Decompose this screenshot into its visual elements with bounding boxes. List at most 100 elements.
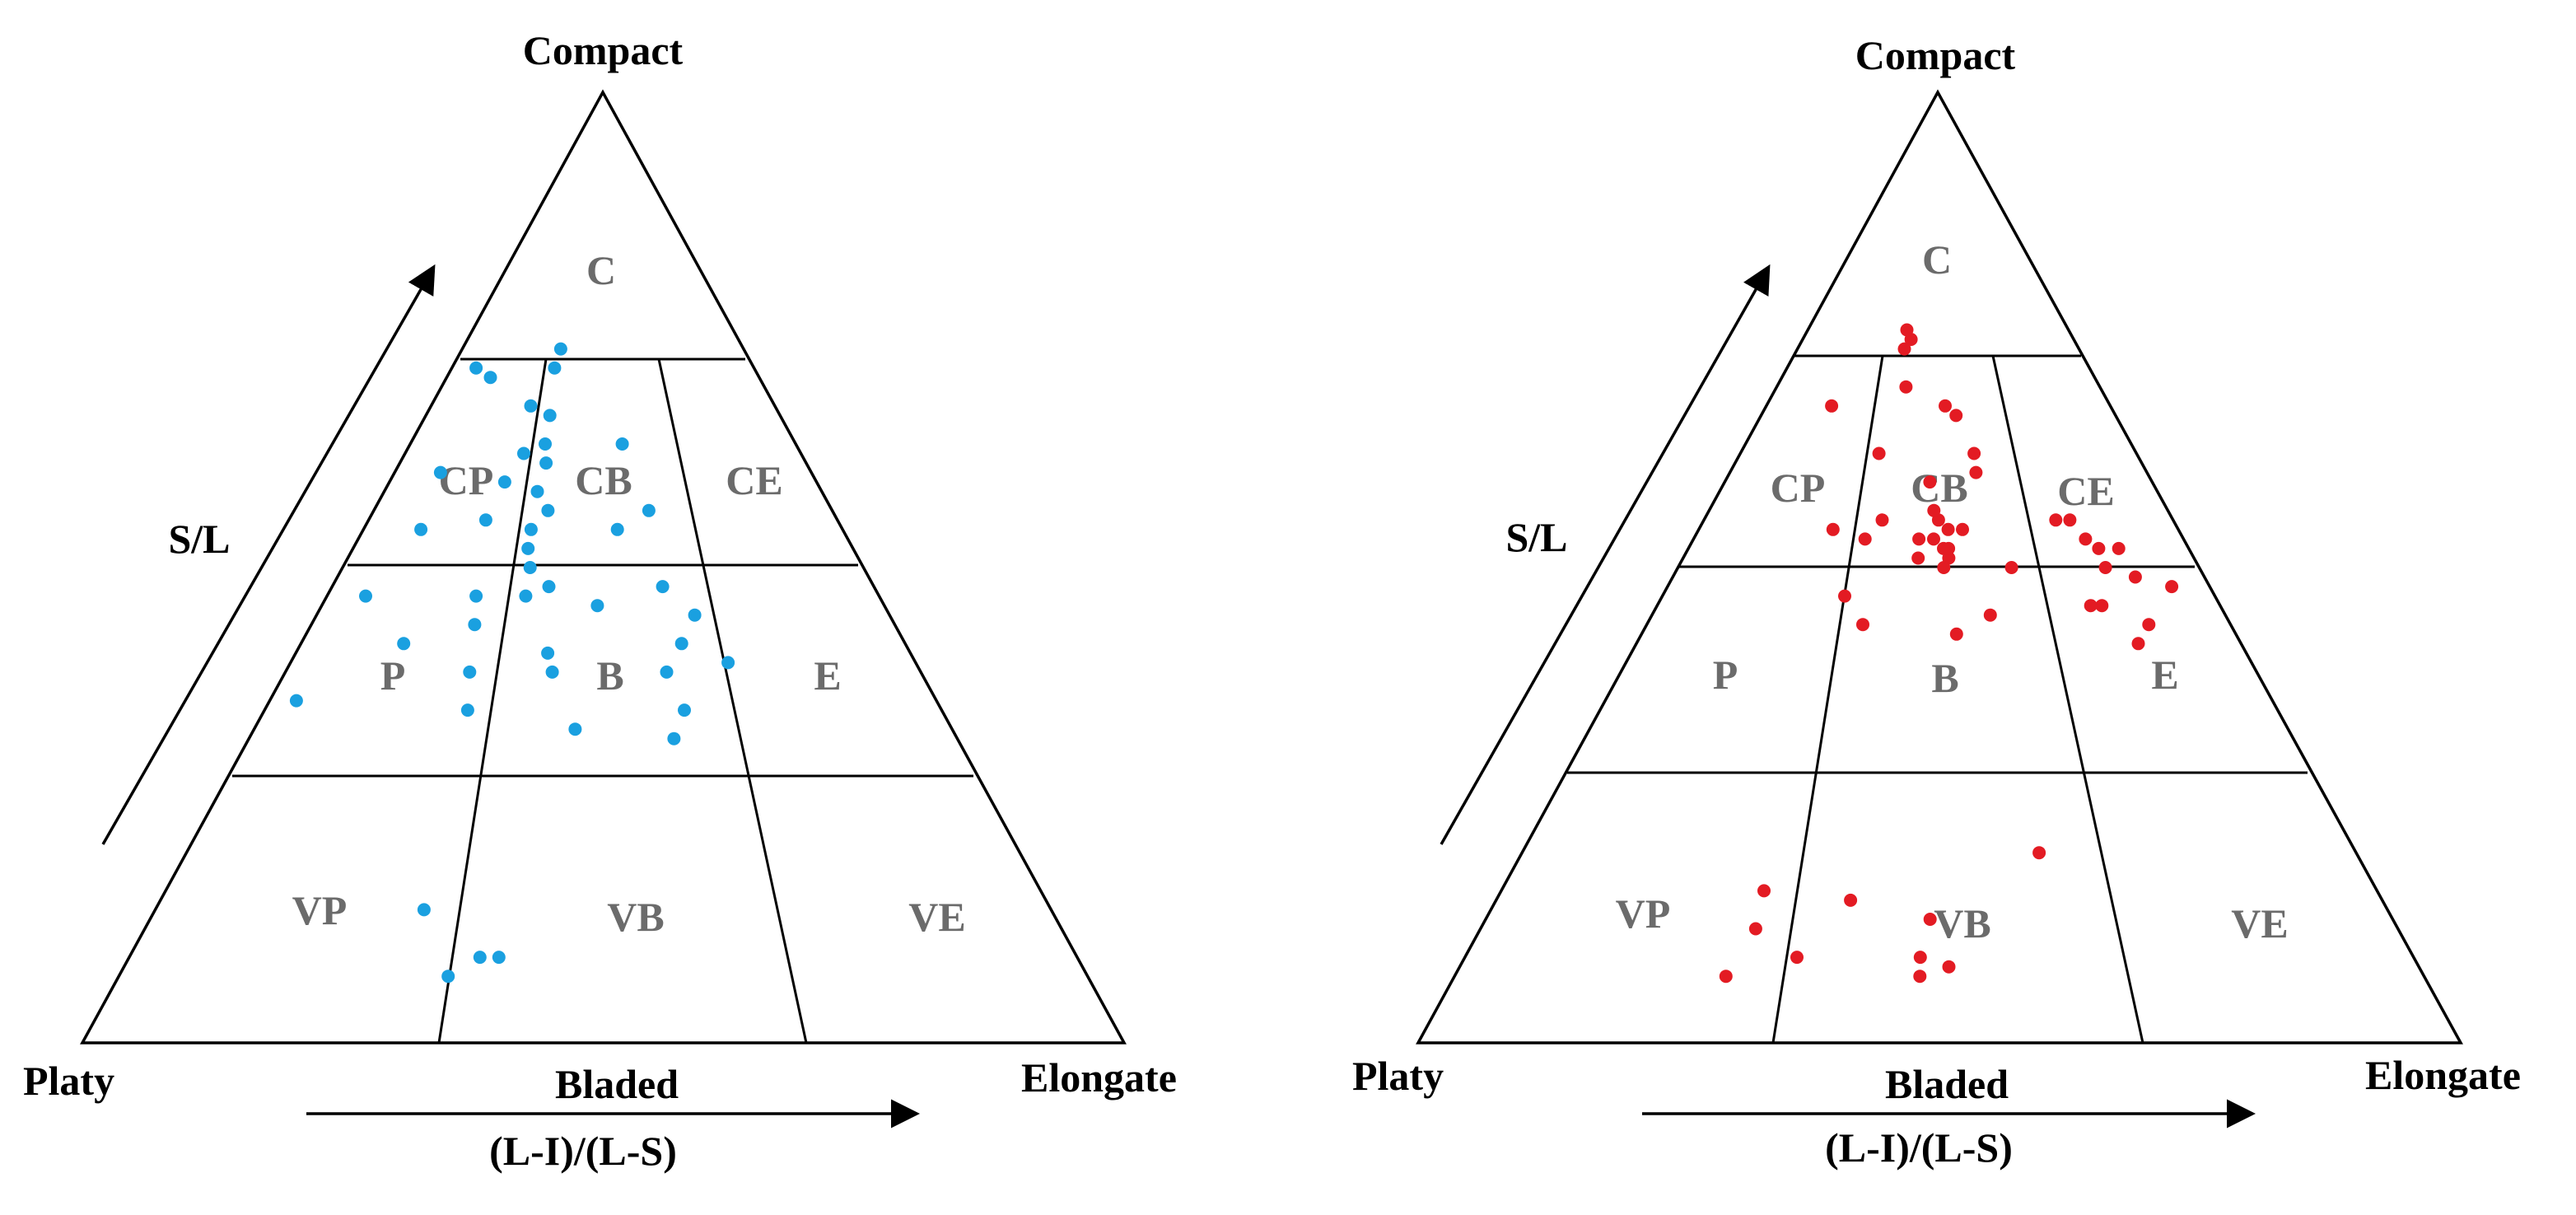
region-p: P xyxy=(380,652,406,699)
data-point xyxy=(541,503,555,517)
data-point xyxy=(674,637,688,651)
data-point xyxy=(1912,532,1926,546)
region-vp: VP xyxy=(1616,890,1671,937)
region-ve: VE xyxy=(908,894,965,940)
data-point xyxy=(2112,541,2126,555)
data-point xyxy=(2128,570,2142,584)
data-point xyxy=(541,646,555,660)
data-point xyxy=(1949,627,1963,641)
data-point xyxy=(397,637,411,651)
data-point xyxy=(548,361,562,375)
region-vb: VB xyxy=(1934,900,1990,946)
label-compact: Compact xyxy=(1855,32,2016,78)
data-point xyxy=(2098,561,2112,574)
data-point xyxy=(497,475,511,489)
region-cb: CB xyxy=(575,457,632,503)
label-elongate: Elongate xyxy=(2365,1052,2521,1098)
data-point xyxy=(1748,922,1762,936)
data-point xyxy=(1911,551,1925,565)
data-point xyxy=(469,361,483,375)
divider-left-cb xyxy=(1771,355,1884,1044)
data-point xyxy=(1939,399,1952,413)
region-p: P xyxy=(1713,652,1738,698)
data-point xyxy=(2063,513,2077,527)
data-point xyxy=(289,694,303,708)
data-point xyxy=(667,731,681,745)
label-platy: Platy xyxy=(23,1058,114,1104)
data-point xyxy=(1942,960,1956,974)
data-point xyxy=(1983,608,1997,622)
data-point xyxy=(1844,893,1858,907)
right-diagram-panel: Compact Platy Elongate Bladed (L-I)/(L-S… xyxy=(1352,32,2521,1171)
data-point xyxy=(553,342,567,356)
data-point xyxy=(660,665,674,679)
left-diagram-panel: Compact Platy Elongate Bladed (L-I)/(L-S… xyxy=(23,27,1177,1174)
data-point xyxy=(1719,970,1733,984)
data-point xyxy=(688,608,702,622)
data-point xyxy=(1949,409,1963,423)
triangle-outline xyxy=(80,89,1127,1044)
data-point xyxy=(417,903,431,917)
data-point xyxy=(2032,846,2046,860)
data-point xyxy=(2079,532,2093,546)
data-point xyxy=(1838,589,1851,603)
data-point xyxy=(1937,561,1951,574)
data-points xyxy=(1719,323,2179,984)
region-e: E xyxy=(814,652,841,699)
data-point xyxy=(1899,380,1913,394)
data-point xyxy=(1858,532,1872,546)
data-point xyxy=(1826,522,1840,536)
label-bladed: Bladed xyxy=(555,1061,679,1107)
data-point xyxy=(478,513,492,527)
data-point xyxy=(610,522,624,536)
label-bladed: Bladed xyxy=(1885,1061,2009,1107)
data-point xyxy=(1923,913,1937,926)
region-cb: CB xyxy=(1911,465,1967,511)
data-point xyxy=(1790,951,1804,965)
data-point xyxy=(545,665,559,679)
data-point xyxy=(1937,541,1950,555)
region-cp: CP xyxy=(1771,465,1826,511)
divider-left-cb xyxy=(437,358,548,1044)
data-point xyxy=(1872,446,1886,460)
label-elongate: Elongate xyxy=(1021,1054,1177,1101)
data-point xyxy=(530,484,544,498)
data-point xyxy=(521,541,535,555)
data-point xyxy=(1875,513,1889,527)
data-point xyxy=(441,970,455,984)
data-point xyxy=(460,703,474,717)
divider-right-cb xyxy=(657,358,808,1044)
data-point xyxy=(2142,618,2156,632)
region-b: B xyxy=(1931,655,1958,701)
divider-right-cb xyxy=(1991,355,2144,1044)
data-point xyxy=(1941,522,1955,536)
region-vb: VB xyxy=(607,894,664,940)
data-point xyxy=(1927,503,1941,517)
data-point xyxy=(2084,599,2098,613)
data-point xyxy=(469,589,483,603)
region-e: E xyxy=(2151,652,2178,698)
region-ve: VE xyxy=(2231,900,2288,946)
data-point xyxy=(359,589,372,603)
data-point xyxy=(539,437,552,451)
x-axis-title: (L-I)/(L-S) xyxy=(1825,1124,2013,1171)
data-point xyxy=(523,561,537,574)
data-point xyxy=(524,522,538,536)
data-point xyxy=(642,503,656,517)
data-point xyxy=(2165,580,2179,594)
data-point xyxy=(2095,599,2109,613)
region-vp: VP xyxy=(292,887,348,933)
region-c: C xyxy=(586,247,616,293)
region-c: C xyxy=(1922,236,1952,283)
data-point xyxy=(463,665,477,679)
data-point xyxy=(1897,342,1911,356)
data-point xyxy=(492,951,506,965)
data-point xyxy=(414,522,428,536)
data-point xyxy=(468,618,482,632)
data-point xyxy=(1900,323,1914,337)
data-points xyxy=(289,342,735,984)
data-point xyxy=(2092,541,2106,555)
data-point xyxy=(2004,561,2018,574)
label-platy: Platy xyxy=(1352,1053,1444,1099)
